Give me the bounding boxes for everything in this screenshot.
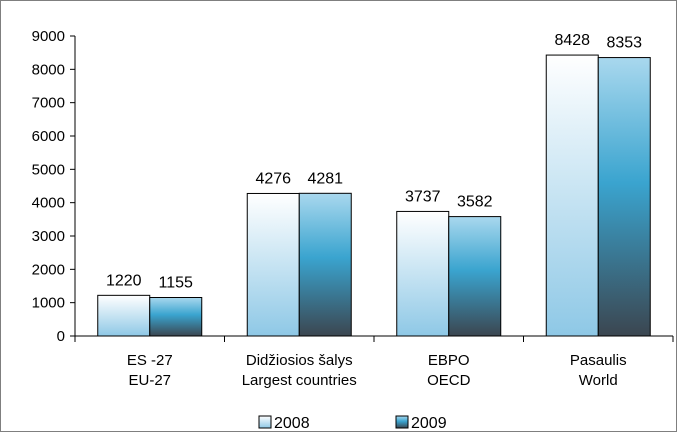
x-tick-label: ES -27 <box>127 352 173 369</box>
bar-2009-1 <box>298 192 352 337</box>
data-label-2009-2: 3582 <box>457 194 493 211</box>
axes: 0 1000 2000 3000 4000 5000 6000 7000 8000 9000 <box>32 28 674 345</box>
y-tick-label: 5000 <box>32 161 65 178</box>
y-tick-label: 6000 <box>32 128 65 145</box>
x-tick-label: Largest countries <box>242 372 357 389</box>
data-label-2009-0: 1155 <box>159 275 194 292</box>
x-tick-label: EBPO <box>428 352 470 369</box>
bar-2008-3 <box>545 54 599 337</box>
x-tick-label: Pasaulis <box>570 352 627 369</box>
data-label-2008-2: 3737 <box>405 188 441 205</box>
legend-label-2009: 2009 <box>411 415 447 431</box>
bars <box>97 54 651 337</box>
y-tick-label: 2000 <box>32 261 65 278</box>
data-label-2008-1: 4276 <box>255 170 291 187</box>
x-tick-label: Didžiosios šalys <box>246 352 353 369</box>
y-tick-label: 9000 <box>32 28 65 45</box>
data-labels: 1220 1155 4276 4281 3737 3582 8428 8353 <box>106 32 642 291</box>
x-tick-labels: ES -27 EU-27 Didžiosios šalys Largest count… <box>127 352 627 389</box>
y-tick-label: 8000 <box>32 61 65 78</box>
bar-2008-0 <box>97 294 151 337</box>
x-tick-label: World <box>579 372 618 389</box>
bar-2008-1 <box>246 192 300 337</box>
data-label-2009-3: 8353 <box>606 35 642 52</box>
y-tick-label: 4000 <box>32 195 65 212</box>
data-label-2009-1: 4281 <box>307 170 343 187</box>
bar-2009-3 <box>597 57 651 337</box>
y-tick-label: 3000 <box>32 228 65 245</box>
x-tick-label: EU-27 <box>128 372 171 389</box>
bar-2009-2 <box>448 216 502 337</box>
legend: 2008 2009 <box>258 415 447 432</box>
legend-swatch-2008 <box>258 415 272 429</box>
bar-2008-2 <box>396 210 450 337</box>
y-tick-label: 1000 <box>32 295 65 312</box>
data-label-2008-3: 8428 <box>554 32 590 49</box>
y-tick-label: 7000 <box>32 95 65 112</box>
legend-label-2008: 2008 <box>274 415 310 431</box>
legend-swatch-2009 <box>395 415 409 429</box>
data-label-2008-0: 1220 <box>106 272 142 289</box>
y-tick-label: 0 <box>57 328 65 345</box>
x-tick-label: OECD <box>427 372 471 389</box>
bar-2009-0 <box>149 297 203 337</box>
